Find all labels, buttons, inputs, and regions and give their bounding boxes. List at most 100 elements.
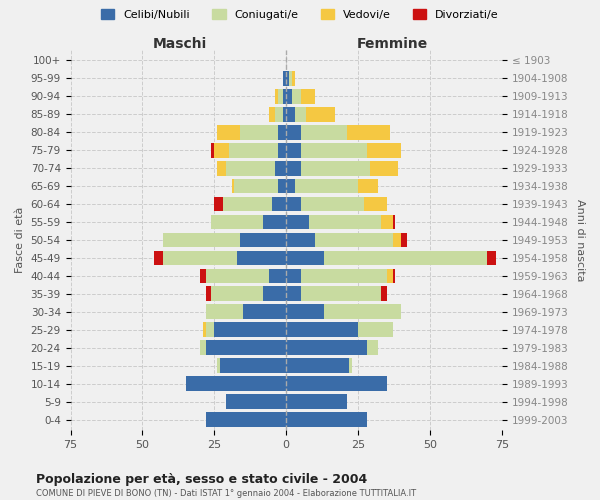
Bar xyxy=(364,196,387,212)
Text: Maschi: Maschi xyxy=(152,38,207,52)
Bar xyxy=(289,71,292,86)
Bar xyxy=(206,340,286,355)
Y-axis label: Fasce di età: Fasce di età xyxy=(15,207,25,273)
Bar xyxy=(206,286,211,301)
Bar xyxy=(206,322,214,337)
Bar xyxy=(286,125,301,140)
Bar xyxy=(401,232,407,248)
Bar xyxy=(286,214,309,230)
Bar xyxy=(295,107,307,122)
Bar xyxy=(358,322,392,337)
Bar xyxy=(286,179,295,194)
Bar xyxy=(367,143,401,158)
Bar xyxy=(301,143,367,158)
Bar xyxy=(211,214,263,230)
Bar xyxy=(315,232,392,248)
Bar xyxy=(283,89,286,104)
Bar xyxy=(286,376,387,391)
Bar xyxy=(206,412,286,427)
Bar xyxy=(235,179,278,194)
Bar xyxy=(243,304,286,319)
Bar xyxy=(286,286,301,301)
Bar xyxy=(214,322,286,337)
Bar xyxy=(295,179,358,194)
Bar xyxy=(286,196,301,212)
Bar xyxy=(211,286,263,301)
Bar xyxy=(217,125,240,140)
Bar xyxy=(286,268,301,283)
Bar xyxy=(286,412,367,427)
Bar xyxy=(223,196,272,212)
Bar xyxy=(263,214,286,230)
Bar xyxy=(217,358,220,373)
Bar xyxy=(392,214,395,230)
Bar xyxy=(154,250,163,266)
Bar xyxy=(272,196,286,212)
Bar xyxy=(349,358,352,373)
Bar xyxy=(292,89,301,104)
Bar xyxy=(185,376,286,391)
Bar xyxy=(286,71,289,86)
Text: COMUNE DI PIEVE DI BONO (TN) - Dati ISTAT 1° gennaio 2004 - Elaborazione TUTTITA: COMUNE DI PIEVE DI BONO (TN) - Dati ISTA… xyxy=(36,489,416,498)
Bar xyxy=(214,143,229,158)
Bar xyxy=(269,268,286,283)
Bar xyxy=(240,125,278,140)
Bar xyxy=(292,71,295,86)
Bar xyxy=(301,89,315,104)
Bar xyxy=(220,358,286,373)
Bar xyxy=(263,286,286,301)
Bar xyxy=(301,286,381,301)
Text: Popolazione per età, sesso e stato civile - 2004: Popolazione per età, sesso e stato civil… xyxy=(36,472,367,486)
Bar xyxy=(301,268,387,283)
Bar xyxy=(211,143,214,158)
Bar xyxy=(358,179,378,194)
Bar xyxy=(229,143,278,158)
Bar xyxy=(301,161,370,176)
Bar xyxy=(238,250,286,266)
Bar xyxy=(381,286,387,301)
Bar xyxy=(163,250,238,266)
Bar xyxy=(206,268,269,283)
Bar xyxy=(286,322,358,337)
Bar xyxy=(307,107,335,122)
Bar xyxy=(286,143,301,158)
Bar xyxy=(367,340,378,355)
Bar xyxy=(286,161,301,176)
Bar xyxy=(200,268,206,283)
Bar xyxy=(226,394,286,409)
Bar xyxy=(200,340,206,355)
Bar xyxy=(214,196,223,212)
Bar xyxy=(283,71,286,86)
Bar xyxy=(275,89,278,104)
Bar xyxy=(323,250,487,266)
Bar xyxy=(286,232,315,248)
Y-axis label: Anni di nascita: Anni di nascita xyxy=(575,198,585,281)
Bar xyxy=(206,304,243,319)
Legend: Celibi/Nubili, Coniugati/e, Vedovi/e, Divorziati/e: Celibi/Nubili, Coniugati/e, Vedovi/e, Di… xyxy=(98,6,502,23)
Bar xyxy=(487,250,496,266)
Bar xyxy=(286,107,295,122)
Bar xyxy=(370,161,398,176)
Bar xyxy=(286,394,347,409)
Bar xyxy=(275,107,283,122)
Bar xyxy=(323,304,401,319)
Bar xyxy=(278,143,286,158)
Bar xyxy=(286,304,323,319)
Bar xyxy=(381,214,392,230)
Bar xyxy=(387,268,392,283)
Bar xyxy=(217,161,226,176)
Bar xyxy=(347,125,390,140)
Bar xyxy=(286,89,292,104)
Bar xyxy=(286,340,367,355)
Bar xyxy=(203,322,206,337)
Bar xyxy=(283,107,286,122)
Bar xyxy=(309,214,381,230)
Bar xyxy=(286,358,349,373)
Bar xyxy=(286,250,323,266)
Bar xyxy=(226,161,275,176)
Bar xyxy=(240,232,286,248)
Text: Femmine: Femmine xyxy=(357,38,428,52)
Bar xyxy=(232,179,235,194)
Bar xyxy=(301,196,364,212)
Bar xyxy=(392,232,401,248)
